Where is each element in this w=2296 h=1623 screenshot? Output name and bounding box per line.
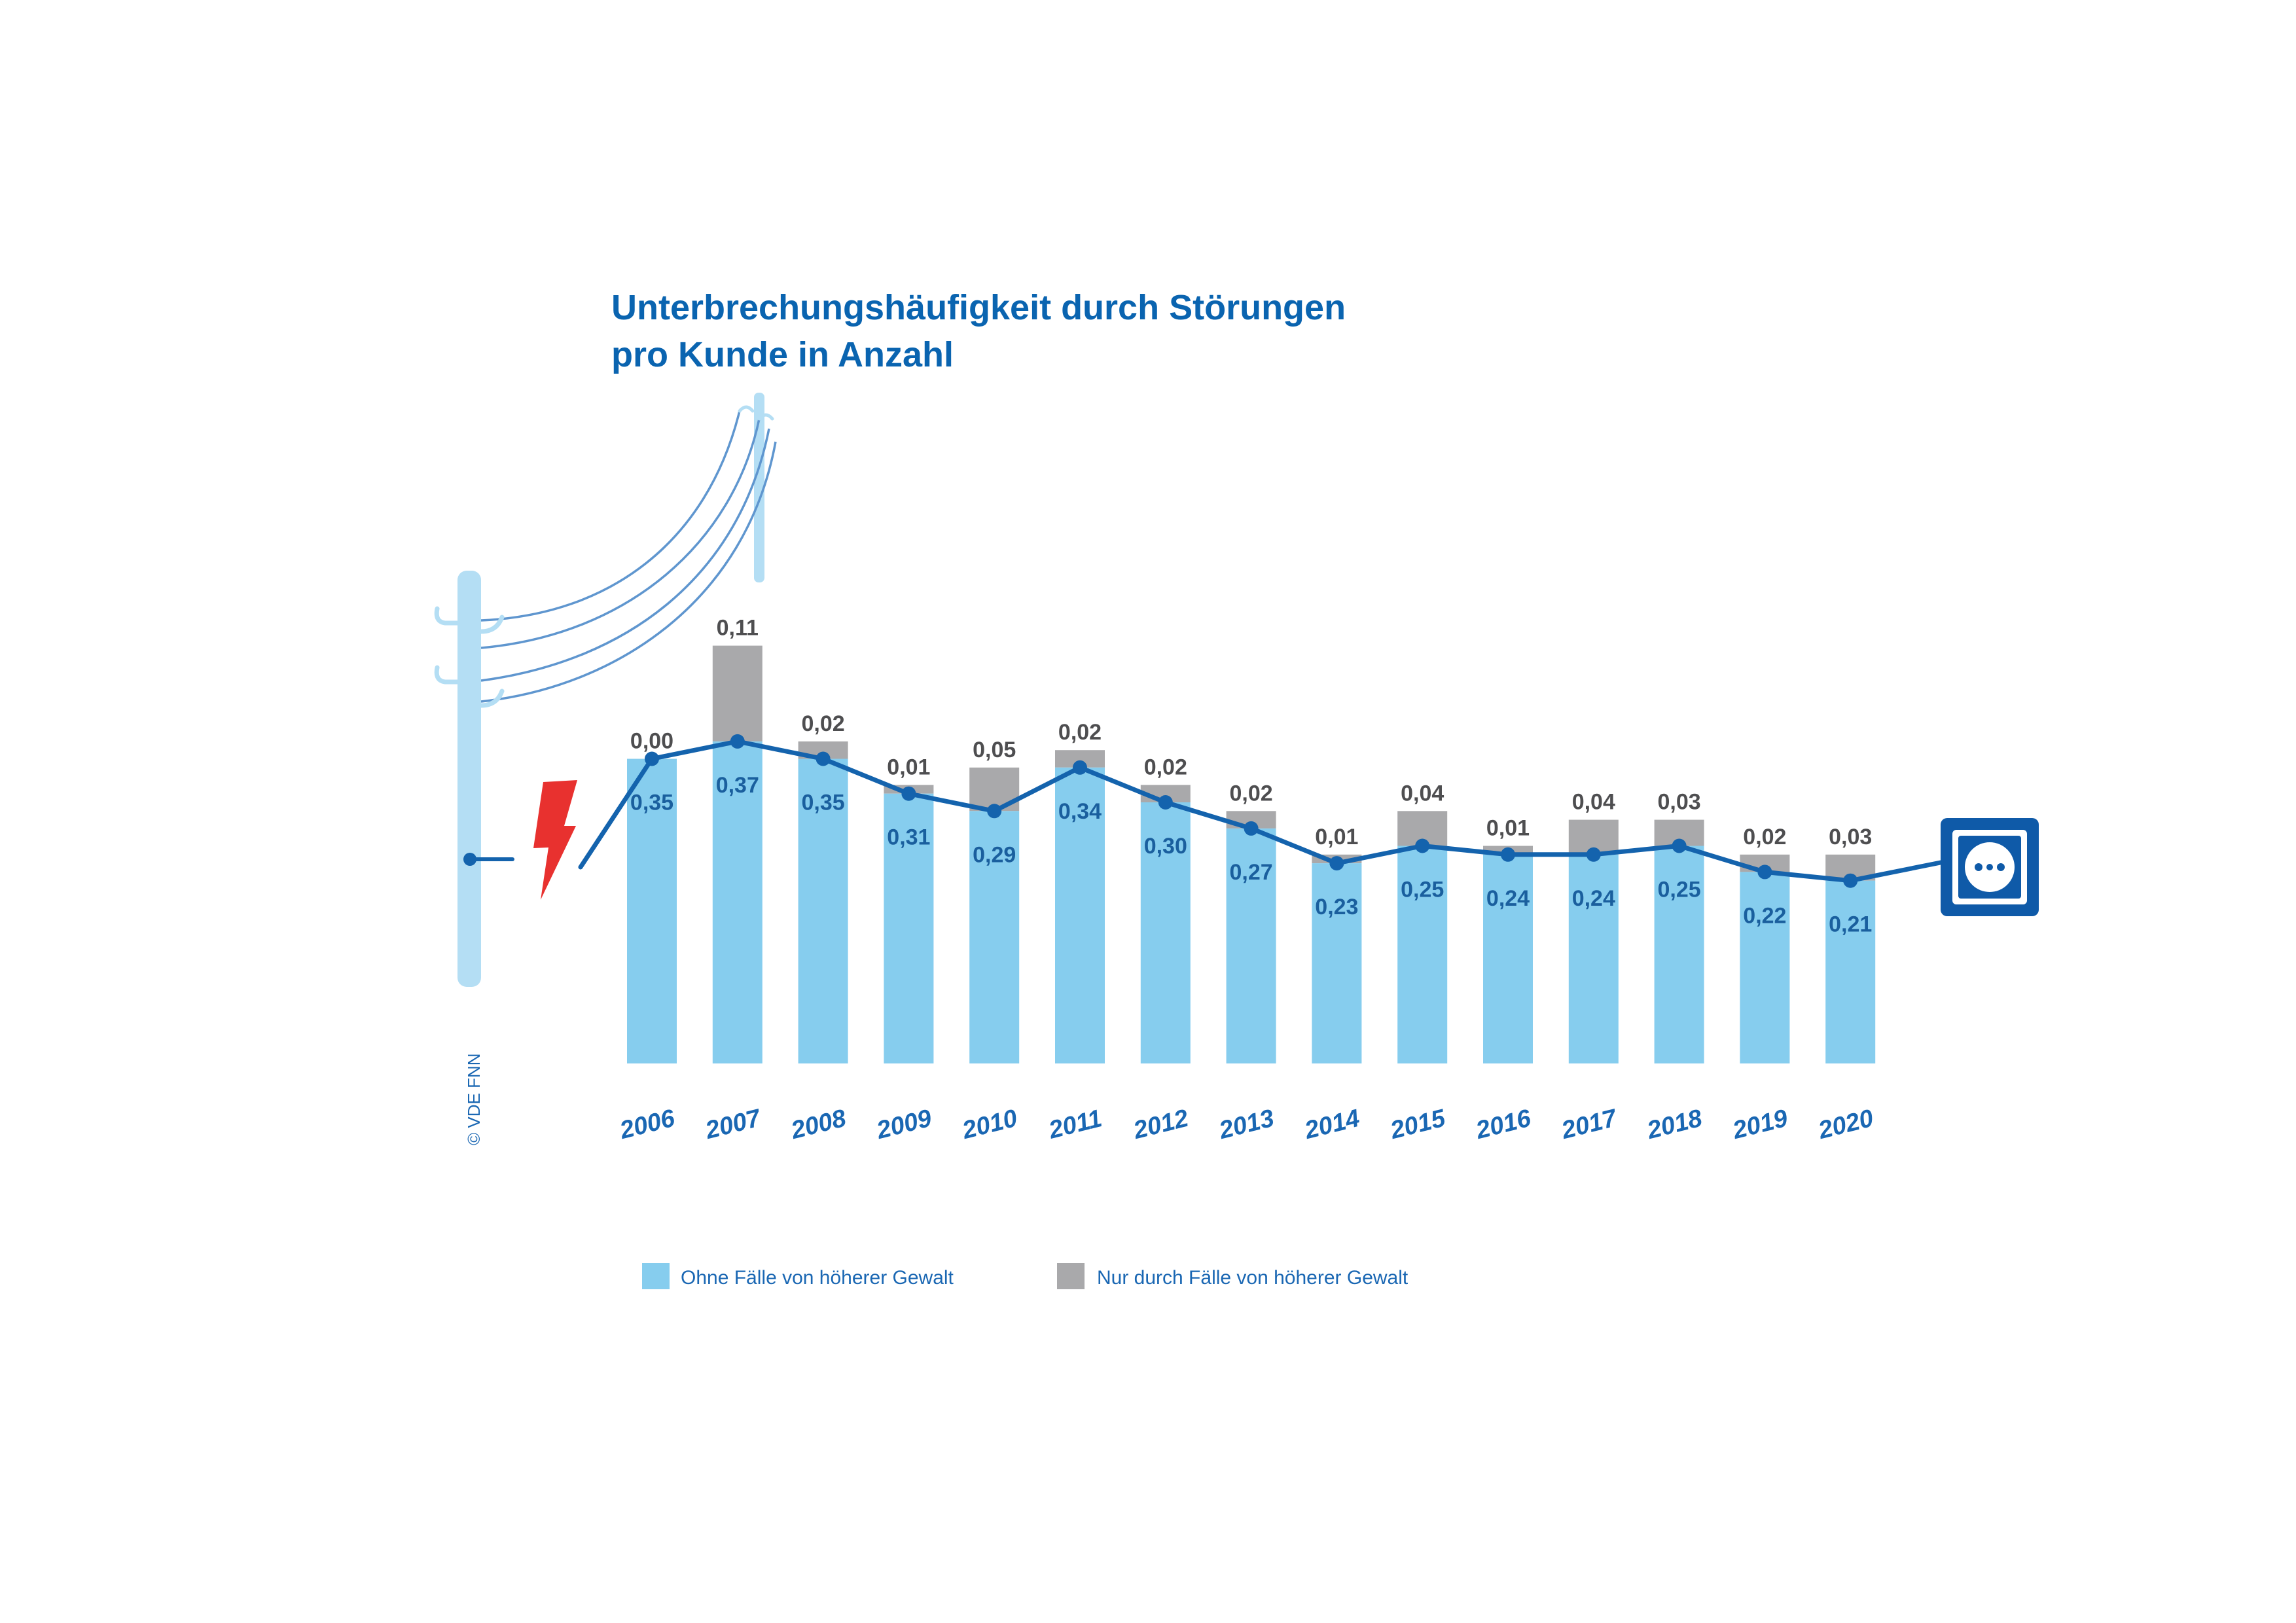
x-tick-label-2013: 2013 bbox=[1216, 1105, 1277, 1145]
data-label-base-2010: 0,29 bbox=[973, 842, 1016, 867]
bar-base-2006 bbox=[627, 758, 677, 1063]
copyright-text: © VDE FNN bbox=[464, 1054, 484, 1146]
data-label-force-2008: 0,02 bbox=[802, 711, 845, 736]
x-tick-label-2020: 2020 bbox=[1815, 1105, 1876, 1145]
bar-base-2010 bbox=[969, 811, 1020, 1063]
data-label-base-2019: 0,22 bbox=[1743, 903, 1786, 928]
x-tick-label-2008: 2008 bbox=[788, 1105, 850, 1145]
data-label-force-2006: 0,00 bbox=[630, 729, 673, 754]
legend-swatch-base bbox=[642, 1263, 670, 1289]
data-label-force-2020: 0,03 bbox=[1829, 825, 1872, 849]
bar-force-2007 bbox=[712, 645, 762, 741]
x-tick-label-2015: 2015 bbox=[1387, 1105, 1448, 1145]
bar-base-2014 bbox=[1312, 863, 1362, 1063]
x-tick-label-2007: 2007 bbox=[702, 1104, 764, 1145]
data-label-force-2016: 0,01 bbox=[1486, 816, 1530, 841]
data-label-force-2011: 0,02 bbox=[1058, 720, 1102, 745]
line-point-2020 bbox=[1843, 873, 1858, 888]
power-pole-near-icon bbox=[434, 571, 505, 987]
bar-base-2007 bbox=[712, 741, 762, 1063]
line-point-2012 bbox=[1158, 795, 1173, 810]
data-label-base-2013: 0,27 bbox=[1230, 860, 1273, 885]
data-label-base-2012: 0,30 bbox=[1144, 834, 1187, 859]
data-label-force-2014: 0,01 bbox=[1315, 825, 1358, 849]
line-point-2017 bbox=[1586, 847, 1601, 862]
data-label-base-2018: 0,25 bbox=[1658, 878, 1701, 902]
data-label-force-2017: 0,04 bbox=[1572, 790, 1615, 815]
legend-label-force: Nur durch Fälle von höherer Gewalt bbox=[1097, 1267, 1408, 1289]
x-tick-label-2018: 2018 bbox=[1644, 1105, 1706, 1145]
x-tick-label-2017: 2017 bbox=[1558, 1104, 1621, 1145]
line-point-2019 bbox=[1757, 865, 1772, 880]
bar-base-2020 bbox=[1825, 880, 1876, 1063]
trend-line-group bbox=[578, 734, 1943, 888]
bar-base-2019 bbox=[1740, 872, 1790, 1063]
chart-title-line: Unterbrechungshäufigkeit durch Störungen bbox=[611, 288, 1346, 327]
data-label-force-2010: 0,05 bbox=[973, 738, 1016, 762]
bar-base-2018 bbox=[1654, 846, 1704, 1063]
x-tick-label-2016: 2016 bbox=[1473, 1105, 1534, 1145]
data-label-base-2006: 0,35 bbox=[630, 791, 673, 815]
x-tick-label-2006: 2006 bbox=[617, 1105, 678, 1145]
data-label-base-2008: 0,35 bbox=[802, 791, 845, 815]
line-point-2008 bbox=[816, 751, 831, 766]
line-point-2009 bbox=[901, 786, 916, 801]
legend-swatch-force bbox=[1057, 1263, 1085, 1289]
data-label-base-2011: 0,34 bbox=[1058, 799, 1102, 824]
bar-base-2015 bbox=[1397, 846, 1448, 1063]
x-tick-label-2010: 2010 bbox=[959, 1105, 1020, 1145]
data-label-force-2007: 0,11 bbox=[717, 616, 759, 641]
data-label-force-2009: 0,01 bbox=[887, 755, 930, 779]
line-point-2007 bbox=[730, 734, 745, 749]
data-label-base-2020: 0,21 bbox=[1829, 912, 1872, 937]
data-label-force-2019: 0,02 bbox=[1743, 825, 1786, 849]
line-point-2011 bbox=[1073, 760, 1087, 775]
line-point-2013 bbox=[1244, 821, 1259, 836]
bar-base-2012 bbox=[1140, 802, 1191, 1063]
bar-base-2016 bbox=[1483, 854, 1533, 1063]
data-label-base-2017: 0,24 bbox=[1572, 886, 1615, 911]
data-label-base-2009: 0,31 bbox=[887, 825, 930, 850]
x-tick-label-2012: 2012 bbox=[1130, 1105, 1191, 1145]
data-label-force-2015: 0,04 bbox=[1401, 781, 1444, 806]
bar-base-2011 bbox=[1055, 767, 1105, 1063]
power-socket-icon bbox=[1941, 818, 2039, 916]
line-point-2016 bbox=[1501, 847, 1515, 862]
legend-label-base: Ohne Fälle von höherer Gewalt bbox=[681, 1267, 954, 1289]
data-label-base-2015: 0,25 bbox=[1401, 878, 1444, 902]
year-axis: 2006 2007 2008 2009 2010 2011 2012 2013 2014 2015… bbox=[617, 1104, 1876, 1145]
bar-base-2017 bbox=[1568, 854, 1619, 1063]
bar-base-2013 bbox=[1226, 828, 1276, 1063]
line-point-2014 bbox=[1329, 856, 1344, 871]
bar-base-2008 bbox=[798, 758, 848, 1063]
data-label-base-2007: 0,37 bbox=[716, 773, 759, 798]
x-tick-label-2014: 2014 bbox=[1301, 1105, 1362, 1145]
data-label-base-2014: 0,23 bbox=[1315, 895, 1358, 919]
data-label-base-2016: 0,24 bbox=[1486, 886, 1530, 911]
x-tick-label-2011: 2011 bbox=[1045, 1105, 1104, 1145]
line-point-2018 bbox=[1672, 838, 1687, 853]
chart-title-line: pro Kunde in Anzahl bbox=[611, 335, 954, 374]
pole-wire bbox=[463, 853, 514, 866]
lightning-bolt-icon bbox=[533, 780, 577, 900]
data-label-force-2012: 0,02 bbox=[1144, 755, 1187, 779]
power-pole-icon bbox=[480, 393, 777, 703]
legend: Ohne Fälle von höherer Gewalt Nur durch … bbox=[642, 1263, 1408, 1289]
value-labels-group: 0,00 0,35 0,11 0,37 0,02 0,35 0,01 0,31 0,05 0,29… bbox=[630, 616, 1872, 937]
x-tick-label-2009: 2009 bbox=[873, 1105, 934, 1145]
bars-group bbox=[627, 645, 1876, 1063]
bar-base-2009 bbox=[884, 793, 934, 1063]
line-point-2010 bbox=[987, 804, 1002, 819]
line-point-2006 bbox=[645, 751, 659, 766]
x-tick-label-2019: 2019 bbox=[1729, 1105, 1790, 1145]
data-label-force-2018: 0,03 bbox=[1658, 790, 1701, 815]
data-label-force-2013: 0,02 bbox=[1230, 781, 1273, 806]
chart-title: Unterbrechungshäufigkeit durch Störungen… bbox=[611, 288, 1346, 374]
line-point-2015 bbox=[1415, 838, 1430, 853]
